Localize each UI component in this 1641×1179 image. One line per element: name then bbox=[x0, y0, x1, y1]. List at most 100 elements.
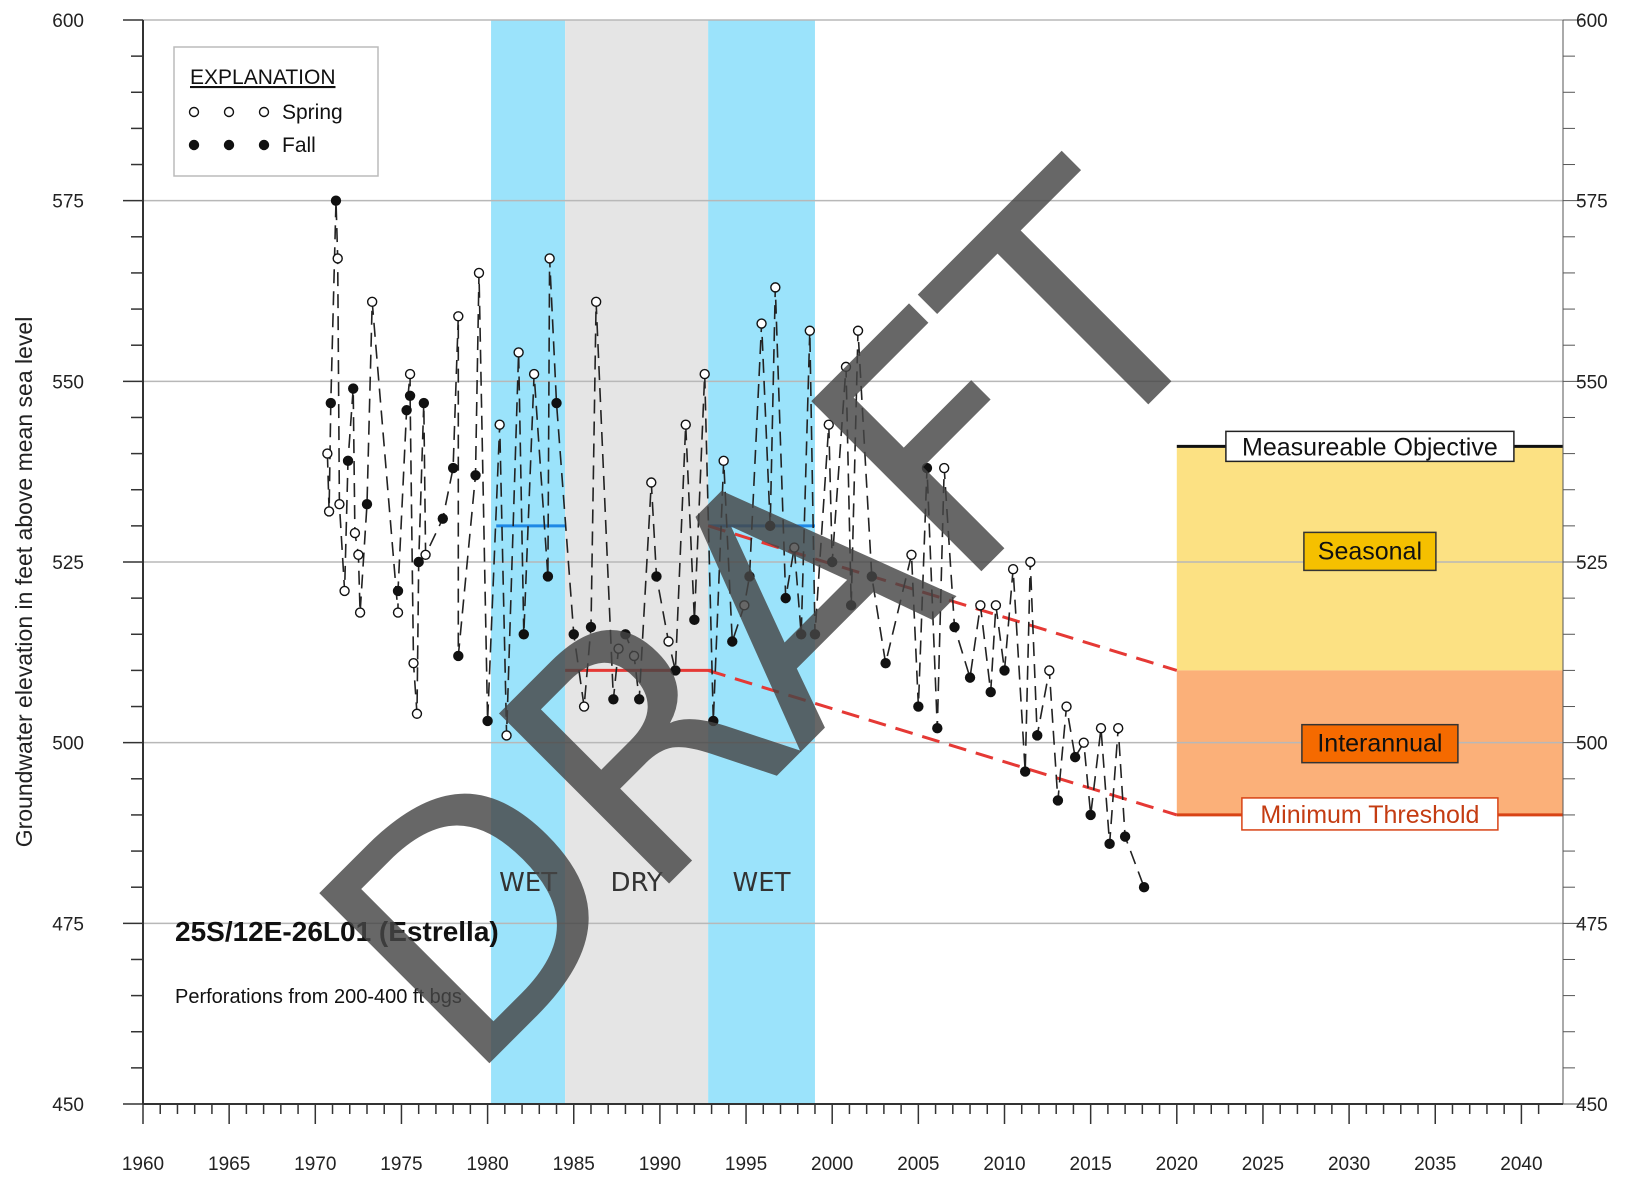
fall-point bbox=[809, 629, 821, 640]
zone-label-box-interannual bbox=[1301, 723, 1459, 764]
spring-point bbox=[663, 636, 674, 647]
spring-point bbox=[408, 657, 419, 669]
fall-point bbox=[585, 621, 597, 633]
fall-point bbox=[453, 650, 464, 662]
minimum-threshold-label: Minimum Threshold bbox=[1260, 801, 1479, 829]
spring-point bbox=[852, 325, 864, 336]
period-label-0: WET bbox=[499, 868, 557, 898]
spring-point bbox=[1095, 723, 1107, 734]
fall-point bbox=[325, 397, 337, 409]
y-tick-label-left-575: 575 bbox=[52, 192, 84, 213]
spring-point bbox=[334, 498, 345, 510]
fall-point bbox=[866, 571, 878, 582]
fall-point bbox=[689, 614, 700, 626]
spring-point bbox=[323, 506, 335, 517]
spring-point bbox=[739, 600, 750, 611]
fall-point bbox=[795, 629, 807, 640]
x-tick-label-1985: 1985 bbox=[553, 1154, 595, 1175]
fall-point bbox=[921, 462, 933, 474]
fall-point bbox=[568, 629, 579, 640]
legend-label-fall: Fall bbox=[282, 134, 316, 157]
x-tick-label-1980: 1980 bbox=[466, 1154, 508, 1175]
y-axis-title: Groundwater elevation in feet above mean… bbox=[11, 317, 37, 848]
trend-lines bbox=[707, 524, 1178, 817]
axes: 450 450 475 475 500 500 525 525 550 550 575 575 600 6… bbox=[11, 11, 1608, 1175]
x-tick-label-2025: 2025 bbox=[1242, 1154, 1284, 1175]
fall-point bbox=[949, 621, 960, 633]
x-tick-label-2035: 2035 bbox=[1414, 1154, 1456, 1175]
fall-point bbox=[551, 397, 562, 409]
fall-point bbox=[418, 397, 430, 409]
annotations: WET DRY WET Measureable Objective Minimum Th… bbox=[175, 430, 1515, 1008]
spring-point bbox=[906, 549, 917, 560]
x-tick-label-2005: 2005 bbox=[897, 1154, 939, 1175]
fall-point bbox=[1119, 831, 1131, 842]
spring-point bbox=[366, 296, 378, 308]
spring-point bbox=[473, 267, 485, 279]
measurable-objective-label: Measureable Objective bbox=[1242, 433, 1498, 461]
legend-marker-spring bbox=[258, 106, 270, 118]
fall-point bbox=[1104, 838, 1115, 850]
spring-point bbox=[513, 347, 524, 358]
fall-point bbox=[964, 672, 976, 683]
zone-label-box-seasonal bbox=[1303, 531, 1437, 572]
y-tick-label-left-550: 550 bbox=[52, 372, 84, 393]
fall-point bbox=[1019, 766, 1031, 777]
fall-point bbox=[482, 715, 493, 727]
x-tick-label-1975: 1975 bbox=[380, 1154, 422, 1175]
y-tick-label-left-525: 525 bbox=[52, 553, 84, 574]
fall-point bbox=[913, 701, 924, 712]
legend-marker-spring bbox=[223, 106, 235, 118]
fall-point bbox=[470, 470, 481, 481]
y-tick-label-right-500: 500 bbox=[1576, 734, 1608, 755]
spring-point bbox=[322, 448, 333, 459]
period-average-lines bbox=[496, 524, 815, 672]
spring-point bbox=[628, 650, 640, 662]
fall-point bbox=[518, 629, 529, 640]
spring-point bbox=[840, 361, 852, 373]
spring-point bbox=[528, 368, 540, 380]
spring-point bbox=[353, 549, 364, 560]
zone-label-seasonal: Seasonal bbox=[1318, 537, 1422, 565]
x-tick-label-2020: 2020 bbox=[1156, 1154, 1198, 1175]
period-label-2: WET bbox=[733, 868, 791, 898]
spring-point bbox=[1044, 665, 1055, 676]
fall-point bbox=[999, 665, 1010, 676]
spring-point bbox=[420, 549, 431, 560]
spring-point bbox=[544, 253, 555, 264]
spring-point bbox=[354, 607, 366, 618]
fall-point bbox=[845, 600, 857, 611]
fall-point bbox=[651, 571, 662, 582]
measurable-objective-box bbox=[1225, 430, 1515, 463]
fall-point bbox=[342, 455, 354, 467]
spring-point bbox=[823, 419, 834, 430]
fall-point bbox=[708, 715, 719, 727]
spring-point bbox=[332, 253, 343, 264]
spring-point bbox=[756, 318, 767, 329]
x-tick-label-1995: 1995 bbox=[725, 1154, 767, 1175]
period-label-1: DRY bbox=[610, 868, 662, 898]
spring-point bbox=[349, 527, 361, 539]
legend-marker-fall bbox=[258, 139, 270, 151]
fall-point bbox=[1138, 882, 1150, 893]
spring-point bbox=[1078, 737, 1089, 748]
spring-point bbox=[1061, 701, 1072, 712]
spring-point bbox=[453, 311, 464, 322]
x-tick-label-2030: 2030 bbox=[1328, 1154, 1370, 1175]
x-tick-label-2010: 2010 bbox=[983, 1154, 1025, 1175]
fall-point bbox=[401, 405, 412, 416]
legend-box bbox=[173, 46, 379, 177]
fall-point bbox=[608, 694, 619, 705]
spring-point bbox=[411, 708, 423, 719]
y-tick-label-left-500: 500 bbox=[52, 734, 84, 755]
fall-point bbox=[392, 585, 404, 597]
trend-line-0 bbox=[707, 524, 1178, 672]
spring-point bbox=[804, 325, 816, 336]
y-tick-label-right-450: 450 bbox=[1576, 1095, 1608, 1116]
spring-point bbox=[646, 477, 657, 488]
fall-point bbox=[413, 556, 424, 568]
y-tick-label-right-550: 550 bbox=[1576, 372, 1608, 393]
fall-point bbox=[1032, 730, 1043, 741]
well-subtitle: Perforations from 200-400 ft bgs bbox=[175, 986, 462, 1008]
legend-title: EXPLANATION bbox=[190, 66, 335, 89]
